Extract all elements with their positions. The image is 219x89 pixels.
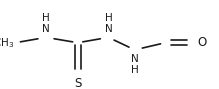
Text: N: N [131,54,139,64]
Text: H: H [131,65,139,75]
Text: N: N [42,24,50,34]
Text: S: S [74,77,81,89]
Text: O: O [197,36,206,49]
Text: H: H [42,13,50,23]
Text: CH$_3$: CH$_3$ [0,36,14,50]
Text: H: H [104,13,112,23]
Text: N: N [104,24,112,34]
